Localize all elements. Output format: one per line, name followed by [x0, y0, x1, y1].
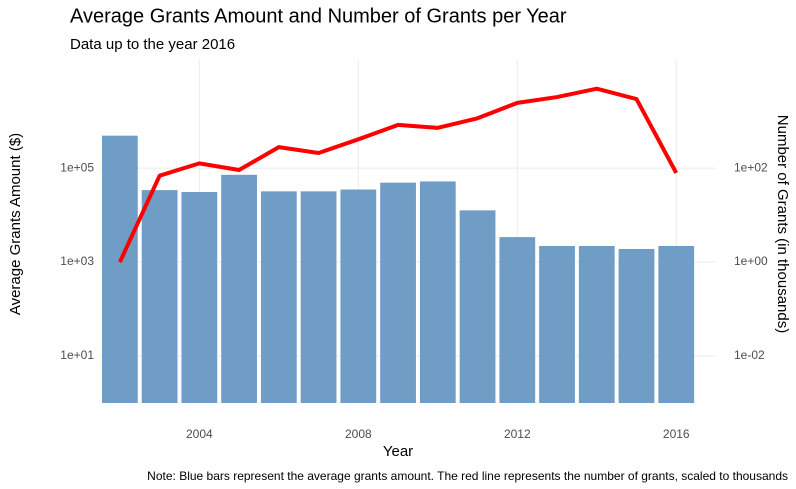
x-axis-label: Year [383, 443, 413, 460]
bar [618, 248, 655, 403]
y2-tick-label: 1e+02 [734, 160, 768, 174]
x-tick-label: 2008 [345, 427, 372, 441]
bar [578, 245, 615, 403]
bar [459, 210, 496, 403]
y-tick-label: 1e+05 [60, 160, 94, 174]
chart-subtitle: Data up to the year 2016 [70, 36, 235, 53]
x-tick-label: 2016 [663, 427, 690, 441]
y-axis-label: Average Grants Amount ($) [7, 133, 24, 315]
bar [419, 181, 456, 403]
bar [340, 189, 377, 403]
bar [181, 191, 218, 403]
bar [221, 174, 257, 403]
y2-tick-label: 1e+00 [734, 254, 768, 268]
y-tick-label: 1e+01 [60, 348, 94, 362]
line [118, 86, 679, 263]
bar [658, 245, 695, 403]
bar [380, 182, 416, 403]
x-tick-label: 2004 [186, 427, 213, 441]
bar [141, 190, 178, 403]
bar [539, 245, 575, 403]
y2-tick-label: 1e-02 [734, 348, 765, 362]
bar [499, 237, 536, 403]
y-tick-label: 1e+03 [60, 254, 94, 268]
bar [300, 191, 337, 403]
y2-axis-label: Number of Grants (in thousands) [774, 115, 791, 333]
x-tick-label: 2012 [504, 427, 531, 441]
caption: Note: Blue bars represent the average gr… [147, 469, 788, 483]
bar [260, 191, 297, 403]
chart-title: Average Grants Amount and Number of Gran… [70, 5, 567, 27]
bar [101, 135, 138, 403]
